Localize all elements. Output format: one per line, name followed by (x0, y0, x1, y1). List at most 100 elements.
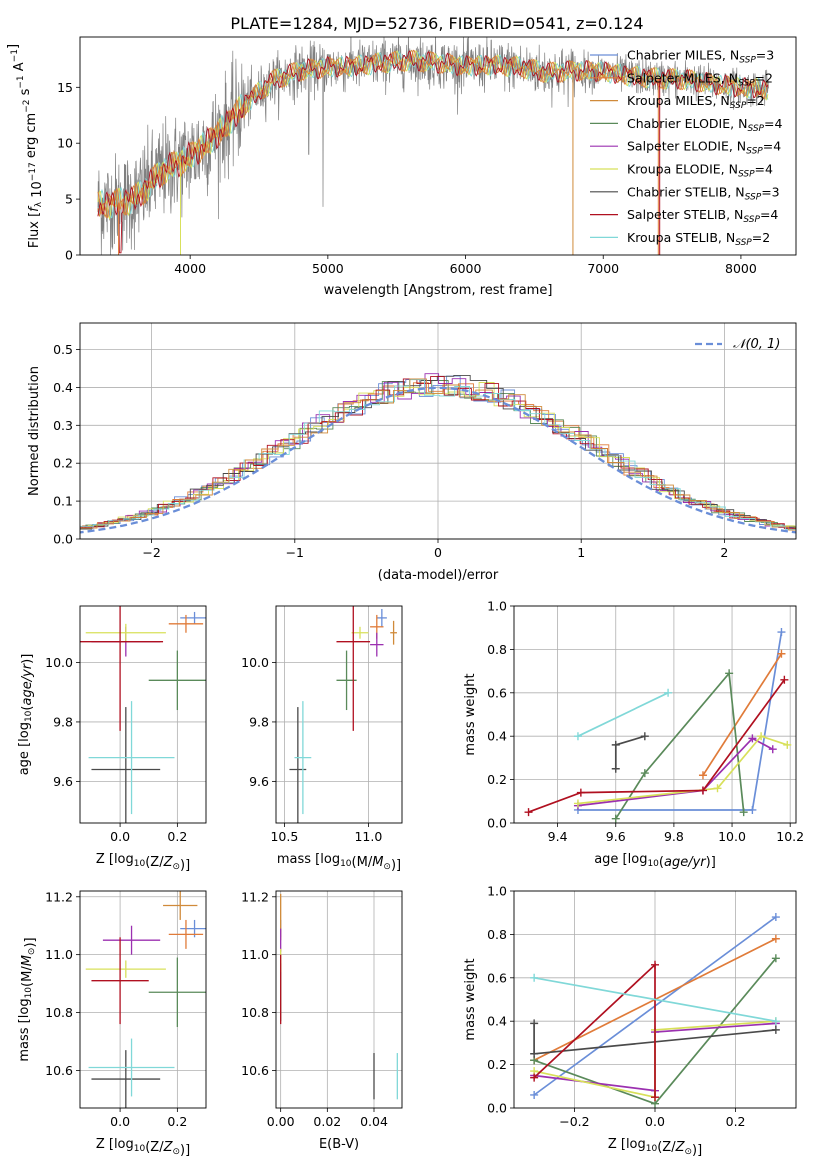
series-line (533, 976, 777, 1023)
panel-spectrum: 4000 5000 6000 7000 8000 0 5 10 15 wavelength [An… (6, 36, 797, 298)
y-tick-label: 0 (65, 248, 73, 263)
plot-area (85, 891, 206, 1108)
data-point (524, 808, 533, 817)
x-tick-label: 7000 (587, 261, 619, 276)
y-tick-label: 0.8 (487, 927, 507, 942)
x-tick-label: 9.4 (548, 829, 568, 844)
panel-residuals: −2 −1 0 1 2 0.0 0.1 0.2 0.3 0.4 0.5 (data-model)/er… (27, 322, 797, 583)
y-tick-label: 11.2 (45, 889, 73, 904)
data-point (530, 1090, 539, 1099)
y-tick-label: 10.0 (45, 655, 73, 670)
data-point (698, 786, 707, 795)
errorbar-kroupa-stelib (88, 1038, 175, 1097)
plot-area (80, 606, 206, 823)
histogram-kroupa-elodie (80, 382, 796, 530)
series-line (614, 735, 646, 769)
plot-area (97, 37, 769, 255)
axes-frame (79, 36, 797, 256)
y-tick-label: 11.0 (45, 947, 73, 962)
series-line (702, 653, 783, 776)
model-spectrum-salpeter-stelib (97, 50, 769, 254)
series-chabrier-miles (573, 628, 786, 814)
series-line (577, 692, 669, 737)
model-spectrum-kroupa-miles (97, 49, 769, 218)
x-tick-label: 0.0 (110, 1114, 130, 1129)
legend-entry: Chabrier ELODIE, NSSP=4 (627, 116, 782, 134)
y-tick-label: 5 (65, 192, 73, 207)
axes-frame (275, 890, 403, 1109)
y-tick-label: 0.4 (53, 380, 73, 395)
data-point (640, 732, 649, 741)
y-tick-label: 0.3 (53, 418, 73, 433)
y-tick-label: 15 (57, 80, 73, 95)
series-line (528, 679, 786, 813)
errorbar-kroupa-elodie (351, 626, 369, 639)
y-tick-label: 0.8 (487, 642, 507, 657)
panel-mass_weight_vs_Z: −0.2 0.0 0.2 0.0 0.2 0.4 0.6 0.8 1.0 Z [log10(Z/Z… (463, 884, 797, 1158)
y-tick-label: 1.0 (487, 884, 507, 899)
x-axis-label: Z [log10(Z/Z⊙)] (96, 1137, 190, 1158)
x-tick-label: 1 (577, 545, 585, 560)
x-tick-label: 0.2 (726, 1114, 746, 1129)
x-tick-label: 0.2 (167, 829, 187, 844)
errorbar-chabrier-miles (180, 611, 206, 624)
data-point (725, 669, 734, 678)
errorbar-salpeter-stelib (80, 606, 164, 731)
errorbar-chabrier-stelib (91, 707, 161, 823)
x-axis-label: age [log10(age/yr)] (594, 852, 716, 870)
x-tick-label: 10.2 (776, 829, 804, 844)
data-point (530, 973, 539, 982)
errorbar-salpeter-miles (168, 614, 204, 633)
data-point (780, 675, 789, 684)
data-point (530, 1073, 539, 1082)
figure-title: PLATE=1284, MJD=52736, FIBERID=0541, z=0… (230, 14, 643, 33)
series-salpeter-stelib (524, 675, 789, 817)
errorbar-kroupa-miles (390, 620, 397, 645)
axes-frame (79, 605, 207, 824)
series-kroupa-stelib (530, 973, 780, 1026)
errorbar-salpeter-stelib (91, 937, 149, 1025)
y-axis-label: mass weight (463, 673, 478, 755)
model-spectrum-kroupa-elodie (97, 50, 769, 221)
x-tick-label: 0.02 (313, 1114, 341, 1129)
y-tick-label: 0.4 (487, 729, 507, 744)
y-tick-label: 0.0 (53, 532, 73, 547)
y-axis-label: mass weight (463, 958, 478, 1040)
y-tick-label: 10.8 (45, 1005, 73, 1020)
x-axis-label: Z [log10(Z/Z⊙)] (608, 1137, 702, 1158)
data-point (530, 1049, 539, 1058)
histogram-kroupa-miles (80, 378, 796, 531)
x-tick-label: 0.0 (110, 829, 130, 844)
data-point (576, 788, 585, 797)
x-tick-label: 6000 (450, 261, 482, 276)
x-tick-label: 0 (434, 545, 442, 560)
series-salpeter-elodie (573, 734, 777, 810)
panel-mass_weight_vs_age: 9.4 9.6 9.8 10.0 10.2 0.0 0.2 0.4 0.6 0.8 1.0 age [… (463, 599, 804, 871)
errorbar-kroupa-stelib (88, 701, 175, 815)
legend-entry: Kroupa STELIB, NSSP=2 (627, 230, 770, 248)
x-tick-label: 0.04 (360, 1114, 388, 1129)
data-point (698, 771, 707, 780)
data-point (573, 732, 582, 741)
y-tick-label: 9.6 (249, 774, 269, 789)
errorbar-chabrier-elodie (148, 650, 206, 711)
y-tick-label: 11.2 (241, 889, 269, 904)
plot-area (80, 373, 796, 534)
gaussian-curve (80, 386, 796, 534)
x-axis-label: Z [log10(Z/Z⊙)] (96, 852, 190, 873)
y-axis-label: Flux [fλ 10−17 erg cm−2 s−1 A−1] (6, 44, 45, 248)
data-point (771, 1017, 780, 1026)
y-tick-label: 9.8 (53, 714, 73, 729)
x-tick-label: −1 (286, 545, 304, 560)
data-point (664, 688, 673, 697)
x-axis-label: E(B-V) (319, 1137, 359, 1152)
errorbar-kroupa-stelib (294, 701, 312, 815)
data-point (748, 805, 757, 814)
y-tick-label: 9.8 (249, 714, 269, 729)
plot-area (289, 606, 397, 823)
x-tick-label: −2 (142, 545, 160, 560)
y-tick-label: 0.2 (487, 772, 507, 787)
errorbar-chabrier-stelib (91, 1050, 161, 1108)
errorbar-salpeter-elodie (102, 925, 161, 955)
